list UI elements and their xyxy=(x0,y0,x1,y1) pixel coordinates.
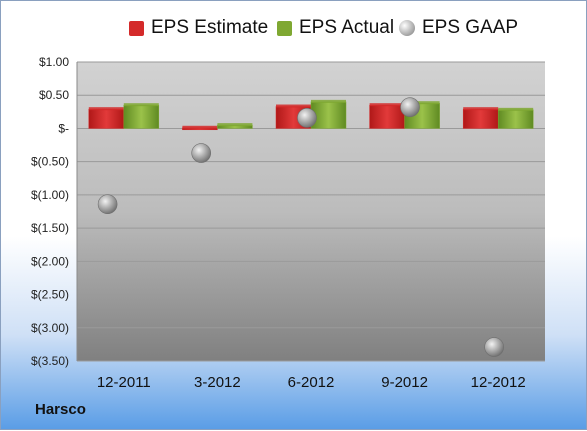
gaap-sphere xyxy=(191,143,211,163)
y-tick-label: $- xyxy=(58,121,69,135)
legend-item-eps-estimate: EPS Estimate xyxy=(129,17,268,39)
legend-swatch-actual xyxy=(277,20,292,36)
y-tick-label: $(2.00) xyxy=(31,254,69,268)
gridlines xyxy=(76,61,545,362)
y-tick-label: $(3.00) xyxy=(31,321,69,335)
gaap-sphere xyxy=(484,337,504,357)
x-tick-label: 3-2012 xyxy=(194,374,241,391)
bar-eps-estimate xyxy=(369,104,405,129)
bar-cap-estimate xyxy=(276,104,311,108)
bar-cap-actual xyxy=(404,101,440,105)
bar-cap-actual xyxy=(217,123,253,127)
x-tick-label: 6-2012 xyxy=(288,374,335,391)
legend-label-estimate: EPS Estimate xyxy=(151,17,269,38)
y-axis-ticks: $1.00 $0.50 $- $(0.50) $(1.00) $(1.50) $(2.00)… xyxy=(31,55,69,368)
legend-swatch-gaap xyxy=(399,20,415,36)
y-tick-label: $(2.50) xyxy=(31,288,69,302)
bar-eps-actual xyxy=(123,104,160,129)
y-tick-label: $(1.00) xyxy=(31,188,69,202)
gaap-sphere xyxy=(297,108,317,128)
bar-cap-estimate xyxy=(88,107,124,111)
x-tick-label: 12-2011 xyxy=(97,374,151,391)
gaap-sphere xyxy=(97,194,118,214)
bars xyxy=(88,99,534,131)
bar-cap-estimate xyxy=(182,125,218,129)
x-axis-ticks: 12-2011 3-2012 6-2012 9-2012 12-2012 xyxy=(97,374,526,391)
legend-swatch-estimate xyxy=(129,20,144,36)
bar-cap-actual xyxy=(311,99,346,103)
bar-eps-actual xyxy=(310,101,347,129)
legend-label-actual: EPS Actual xyxy=(299,17,395,38)
legend-label-gaap: EPS GAAP xyxy=(422,17,519,38)
y-tick-label: $(0.50) xyxy=(31,155,69,169)
bar-eps-estimate xyxy=(88,108,125,129)
legend: EPS Estimate EPS Actual EPS GAAP xyxy=(1,15,587,41)
legend-item-eps-actual: EPS Actual xyxy=(277,17,394,39)
bar-cap-estimate xyxy=(463,107,499,111)
bar-cap-estimate xyxy=(369,103,405,107)
bar-eps-actual xyxy=(497,109,534,129)
y-tick-label: $1.00 xyxy=(39,55,69,69)
bar-cap-actual xyxy=(498,107,534,111)
bar-eps-estimate xyxy=(462,108,499,129)
gaap-sphere xyxy=(400,97,420,117)
x-tick-label: 9-2012 xyxy=(381,374,428,391)
bar-cap-actual xyxy=(123,103,159,107)
company-name: Harsco xyxy=(35,401,86,418)
legend-item-eps-gaap: EPS GAAP xyxy=(399,17,518,39)
gaap-markers xyxy=(97,97,504,357)
y-tick-label: $0.50 xyxy=(39,88,69,102)
y-tick-label: $(1.50) xyxy=(31,221,69,235)
y-tick-label: $(3.50) xyxy=(31,354,69,368)
x-tick-label: 12-2012 xyxy=(471,374,526,391)
